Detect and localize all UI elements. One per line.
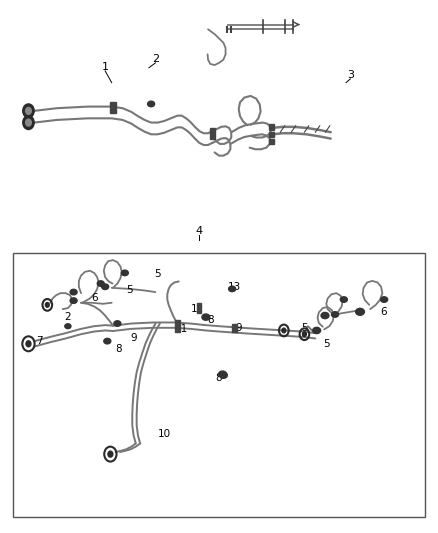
Text: 4: 4: [196, 226, 203, 236]
Text: 5: 5: [301, 323, 308, 333]
Bar: [210, 128, 215, 139]
Text: 11: 11: [175, 325, 188, 334]
Circle shape: [23, 116, 34, 130]
Text: 8: 8: [215, 374, 223, 383]
Text: 2: 2: [64, 312, 71, 322]
Bar: [197, 303, 201, 313]
Ellipse shape: [229, 286, 236, 292]
Text: 5: 5: [126, 286, 133, 295]
Circle shape: [25, 108, 32, 115]
Ellipse shape: [219, 372, 227, 378]
Ellipse shape: [102, 284, 109, 289]
Ellipse shape: [148, 101, 155, 107]
Ellipse shape: [70, 298, 77, 303]
Circle shape: [23, 104, 34, 118]
Ellipse shape: [381, 297, 388, 302]
Text: 13: 13: [228, 282, 241, 292]
Text: 12: 12: [191, 304, 204, 314]
Text: 5: 5: [154, 270, 161, 279]
Ellipse shape: [356, 308, 364, 315]
Text: 5: 5: [323, 339, 330, 349]
Text: 7: 7: [36, 336, 43, 346]
Bar: [175, 320, 180, 332]
Ellipse shape: [104, 338, 111, 344]
Text: 9: 9: [235, 323, 242, 333]
Circle shape: [282, 328, 286, 333]
Text: 1: 1: [102, 62, 109, 71]
Bar: [232, 324, 237, 332]
Bar: [13, 253, 425, 517]
Bar: [269, 132, 274, 137]
Bar: [269, 124, 274, 130]
Circle shape: [46, 303, 49, 307]
Circle shape: [26, 341, 31, 347]
Circle shape: [108, 451, 113, 457]
Text: 8: 8: [207, 315, 214, 325]
Ellipse shape: [321, 312, 329, 319]
Ellipse shape: [65, 324, 71, 329]
Ellipse shape: [114, 321, 121, 326]
Text: 10: 10: [158, 430, 171, 439]
Text: 9: 9: [130, 334, 137, 343]
Bar: [110, 102, 116, 113]
Text: 6: 6: [91, 294, 98, 303]
Ellipse shape: [121, 270, 128, 276]
Ellipse shape: [97, 281, 104, 286]
Ellipse shape: [219, 371, 226, 377]
Ellipse shape: [70, 289, 77, 295]
Circle shape: [303, 332, 306, 336]
Ellipse shape: [202, 314, 210, 320]
Ellipse shape: [332, 312, 339, 317]
Text: 6: 6: [380, 307, 387, 317]
Text: 8: 8: [115, 344, 122, 354]
Ellipse shape: [313, 327, 321, 334]
Ellipse shape: [340, 297, 347, 302]
Text: 2: 2: [152, 54, 159, 63]
Text: 3: 3: [347, 70, 354, 79]
Bar: [269, 139, 274, 144]
Circle shape: [25, 119, 32, 126]
